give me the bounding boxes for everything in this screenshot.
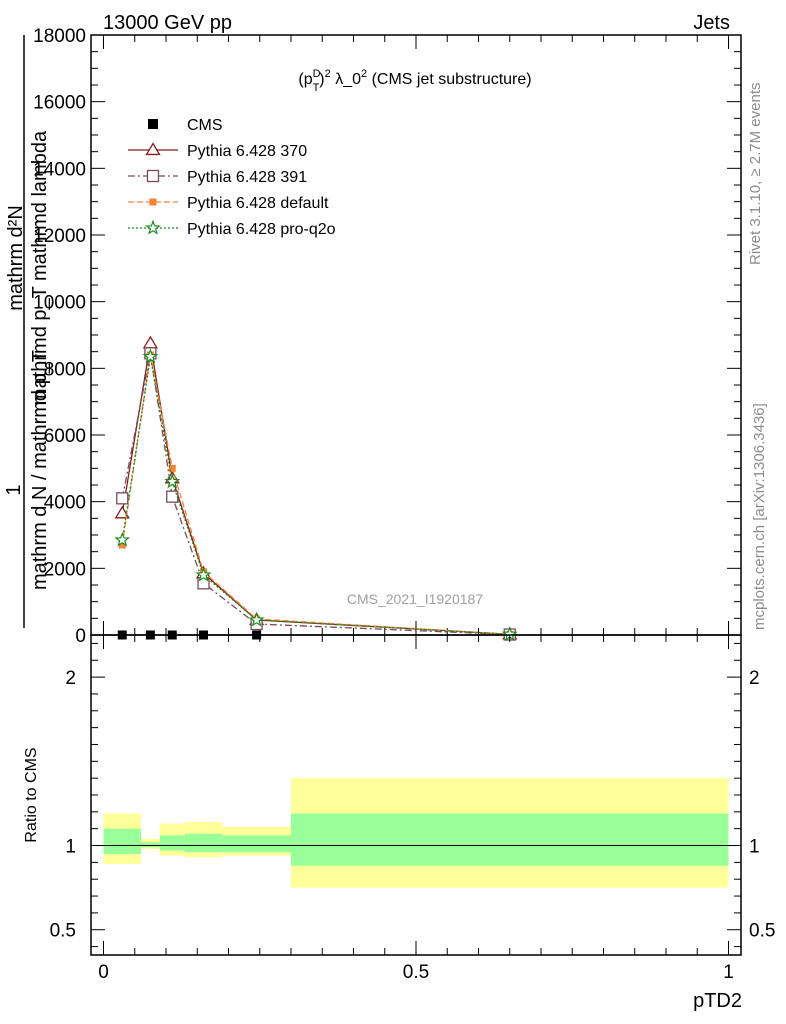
data-point: [142, 335, 158, 349]
data-point: [248, 611, 265, 627]
ratio-y-tick-label-right: 2: [749, 668, 760, 689]
series-line: [121, 356, 510, 635]
legend-marker: [145, 219, 161, 235]
legend-label: Pythia 6.428 default: [187, 195, 329, 212]
ratio-inner-band-5: [291, 813, 729, 866]
data-point: [168, 464, 176, 472]
legend-marker: [145, 142, 161, 156]
ratio-x-tick-label: 1: [723, 962, 734, 983]
main-plot-title: (pD T)2 λ_02 (CMS jet substructure): [298, 68, 531, 94]
series-line: [121, 354, 510, 635]
legend-entry-4: Pythia 6.428 pro-q2o: [128, 219, 336, 238]
legend-entry-1: Pythia 6.428 370: [128, 142, 307, 160]
ratio-inner-band-3: [184, 833, 223, 853]
data-point: [118, 541, 126, 549]
mcplots-source-label: mcplots.cern.ch [arXiv:1306.3436]: [751, 403, 768, 630]
data-point: [116, 492, 129, 505]
ratio-y-tick-label: 2: [65, 668, 76, 689]
series-line: [121, 343, 510, 635]
ratio-inner-band-4: [222, 835, 291, 853]
ratio-x-tick-label: 0: [98, 962, 109, 983]
legend-label: Pythia 6.428 391: [187, 169, 307, 186]
main-y-tick-label: 12000: [33, 226, 86, 247]
ratio-y-axis-label: Ratio to CMS: [23, 747, 40, 842]
main-y-tick-label: 0: [75, 626, 86, 647]
data-point: [142, 348, 159, 364]
ylabel-line-4: mathrm d N / mathrmd p_T: [29, 350, 51, 590]
data-point: [164, 473, 181, 489]
main-y-tick-label: 6000: [44, 426, 86, 447]
main-y-tick-label: 10000: [33, 293, 86, 314]
ylabel-line-1: mathrm d²N: [5, 205, 27, 311]
ratio-y-tick-label: 0.5: [50, 921, 76, 942]
ratio-y-tick-label-right: 0.5: [749, 921, 775, 942]
legend-entry-3: Pythia 6.428 default: [128, 195, 329, 212]
main-y-tick-label: 8000: [44, 359, 86, 380]
header-process-label: Jets: [693, 12, 730, 34]
ratio-y-tick-label-right: 1: [749, 837, 760, 858]
rivet-version-label: Rivet 3.1.10, ≥ 2.7M events: [747, 83, 764, 266]
main-plot-panel: 0 2000 4000 6000 8000 10000 12000 14000 16000 180…: [33, 26, 742, 647]
series-line: [121, 353, 510, 636]
ratio-inner-band-2: [159, 835, 185, 851]
x-axis-label: pTD2: [693, 990, 742, 1012]
legend-label: Pythia 6.428 370: [187, 143, 307, 160]
ylabel-line-3: 1: [3, 484, 25, 495]
ratio-plot-panel: 0 0.5 1 0.5 0.5 1 1 2 2: [50, 634, 775, 983]
main-y-tick-label: 16000: [33, 93, 86, 114]
legend: CMS Pythia 6.428 370 Pythia 6.428 391 Pythi…: [128, 117, 336, 238]
ratio-x-tick-label: 0.5: [403, 962, 429, 983]
data-point: [114, 531, 131, 547]
series-4: [114, 348, 518, 642]
legend-marker: [149, 198, 157, 206]
main-y-tick-label: 18000: [33, 26, 86, 47]
ratio-inner-band-0: [103, 828, 141, 854]
legend-label: CMS: [187, 117, 223, 134]
header-energy-label: 13000 GeV pp: [103, 12, 232, 34]
data-point: [195, 566, 212, 582]
legend-marker: [146, 169, 160, 183]
legend-entry-2: Pythia 6.428 391: [128, 169, 307, 186]
main-y-tick-label: 2000: [44, 559, 86, 580]
ratio-y-tick-label: 1: [65, 837, 76, 858]
legend-marker: [148, 119, 158, 129]
legend-entry-0: CMS: [148, 117, 223, 134]
main-y-tick-label: 14000: [33, 159, 86, 180]
ratio-inner-band-1: [141, 842, 160, 848]
analysis-watermark: CMS_2021_I1920187: [347, 591, 483, 607]
main-y-tick-label: 4000: [44, 493, 86, 514]
ylabel-line-2: mathrmd p_T mathrmd lambda: [29, 130, 51, 405]
main-y-axis-label: mathrm d²N mathrmd p_T mathrmd lambda 1 …: [3, 35, 51, 628]
series-2: [116, 347, 516, 641]
legend-label: Pythia 6.428 pro-q2o: [187, 221, 336, 238]
